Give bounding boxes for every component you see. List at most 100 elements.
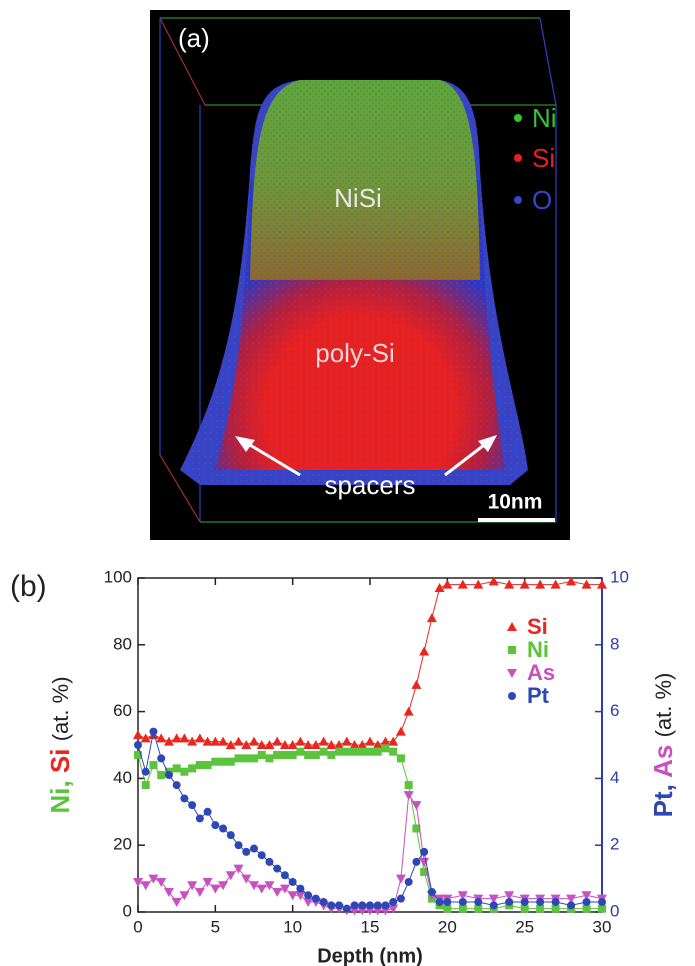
marker [566, 576, 577, 586]
marker [419, 646, 430, 656]
marker [242, 754, 251, 763]
marker [264, 740, 275, 749]
marker [273, 864, 282, 873]
marker [164, 771, 173, 780]
marker [335, 747, 344, 756]
marker [171, 897, 182, 907]
marker [225, 871, 236, 881]
marker [202, 736, 213, 746]
marker [242, 847, 251, 856]
marker [505, 897, 514, 906]
x-tick-label: 25 [515, 917, 534, 936]
marker [507, 622, 517, 631]
marker [295, 736, 306, 746]
marker [388, 736, 399, 746]
marker [149, 761, 158, 770]
panel-label: (b) [10, 570, 47, 603]
marker [420, 867, 429, 876]
x-tick-label: 0 [133, 917, 142, 936]
marker [350, 747, 359, 756]
marker [396, 754, 405, 763]
y-axis-label-part: Si [45, 748, 75, 773]
x-tick-label: 15 [361, 917, 380, 936]
marker [582, 897, 591, 906]
y-tick-label: 40 [113, 768, 132, 787]
marker [443, 904, 452, 913]
y2-tick-label: 8 [610, 634, 619, 653]
marker [134, 741, 142, 749]
marker [303, 740, 314, 749]
marker [335, 901, 344, 910]
marker [187, 736, 198, 746]
marker [582, 904, 591, 913]
marker [365, 736, 375, 746]
marker [457, 891, 468, 901]
marker [357, 740, 368, 749]
legend-label: Pt [527, 683, 550, 708]
marker [508, 646, 516, 654]
y-axis-label-part: Ni, [45, 780, 75, 813]
marker [141, 767, 150, 776]
marker [226, 757, 235, 766]
marker [566, 894, 577, 904]
marker [489, 901, 498, 910]
legend-label: Si [527, 614, 548, 639]
marker [188, 801, 197, 810]
marker [287, 740, 298, 749]
marker [288, 877, 297, 886]
marker [395, 726, 406, 736]
marker [551, 904, 560, 913]
marker [504, 891, 515, 901]
marker [256, 884, 267, 894]
y-axis-label: Ni, Si (at. %) [45, 676, 75, 813]
marker [598, 897, 606, 906]
marker [202, 877, 213, 887]
marker [234, 754, 243, 763]
marker [195, 814, 204, 823]
marker [404, 877, 413, 886]
x-tick-label: 5 [211, 917, 220, 936]
marker [280, 751, 289, 760]
marker [304, 891, 313, 900]
marker [388, 904, 399, 914]
x-tick-label: 10 [283, 917, 302, 936]
marker [326, 740, 337, 749]
marker [233, 864, 244, 874]
scale-bar-label: 10nm [488, 491, 543, 514]
annotation: spacers [324, 470, 415, 500]
marker [341, 736, 352, 746]
y2-tick-label: 10 [610, 567, 629, 586]
marker [273, 751, 282, 760]
marker [381, 901, 390, 910]
marker [426, 613, 437, 623]
marker [519, 579, 530, 589]
marker [133, 729, 143, 739]
marker [488, 894, 499, 904]
marker [488, 576, 499, 586]
marker [195, 761, 204, 770]
marker [435, 897, 444, 906]
marker [473, 579, 484, 589]
marker [249, 736, 259, 746]
marker [598, 904, 606, 913]
marker [427, 887, 436, 896]
y2-axis-label-part: Pt, [648, 784, 678, 817]
marker [381, 744, 390, 753]
y-tick-label: 20 [113, 835, 132, 854]
y-tick-label: 80 [113, 634, 132, 653]
marker [264, 881, 275, 891]
marker [442, 579, 453, 589]
marker [148, 874, 159, 884]
marker [357, 906, 368, 916]
x-axis-label: Depth (nm) [317, 945, 423, 966]
marker [366, 901, 374, 910]
panel-label: (a) [178, 23, 210, 53]
marker [134, 751, 142, 760]
marker [303, 897, 314, 907]
marker [319, 747, 328, 756]
marker [287, 891, 298, 901]
marker [389, 747, 398, 756]
legend-marker [514, 154, 522, 162]
marker [265, 857, 274, 866]
marker [203, 807, 212, 816]
